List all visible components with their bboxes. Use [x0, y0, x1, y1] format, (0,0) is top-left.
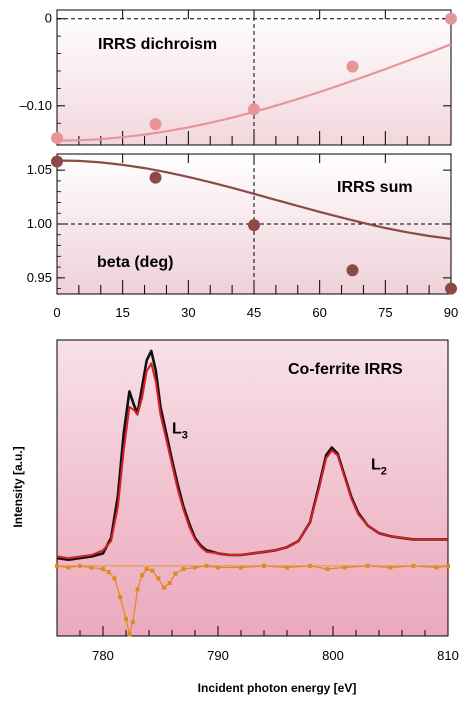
difference-point — [365, 563, 370, 568]
panel-middle-title: IRRS sum — [337, 179, 413, 196]
bottom-ylabel: Intensity [a.u.] — [11, 446, 25, 527]
middle-y-tick-label: 0.95 — [27, 270, 52, 285]
panel-bottom-title: Co-ferrite IRRS — [288, 361, 403, 378]
panel-top: 0 –0.10 IRRS dichroism — [19, 9, 457, 146]
bottom-x-tick-label: 780 — [92, 648, 114, 663]
middle-y-tick-label: 1.05 — [27, 162, 52, 177]
middle-data-point — [346, 264, 359, 277]
bottom-xlabel: Incident photon energy [eV] — [198, 681, 357, 695]
difference-point — [127, 632, 132, 637]
panel-bottom-frame — [56, 339, 449, 637]
top-data-point — [445, 12, 457, 25]
bottom-x-tick-label: 790 — [207, 648, 229, 663]
difference-point — [130, 619, 135, 624]
difference-point — [89, 565, 94, 570]
difference-point — [308, 563, 312, 568]
middle-x-tick-label: 30 — [181, 305, 195, 320]
middle-x-tick-label: 0 — [53, 305, 60, 320]
middle-x-tick-label: 45 — [247, 305, 261, 320]
difference-point — [118, 595, 123, 600]
top-y-tick-label: –0.10 — [19, 98, 52, 113]
panel-top-title: IRRS dichroism — [98, 36, 217, 53]
difference-point — [181, 567, 186, 572]
difference-point — [446, 563, 450, 568]
middle-x-tick-label: 90 — [444, 305, 458, 320]
difference-point — [434, 565, 439, 570]
middle-x-tick-label: 75 — [378, 305, 392, 320]
difference-point — [161, 585, 166, 590]
middle-data-point — [445, 282, 457, 295]
bottom-x-tick-label: 800 — [322, 648, 344, 663]
middle-y-tick-label: 1.00 — [27, 216, 52, 231]
difference-point — [55, 563, 59, 568]
difference-point — [216, 565, 220, 570]
middle-fit-curve — [56, 159, 452, 240]
middle-data-point — [51, 155, 63, 168]
difference-point — [78, 563, 82, 568]
peak-label-subscript: 3 — [182, 429, 188, 441]
middle-data-point — [248, 219, 260, 232]
top-data-point — [346, 60, 359, 73]
difference-point — [204, 563, 209, 568]
difference-point — [388, 565, 393, 570]
difference-point — [144, 567, 149, 572]
difference-point — [140, 573, 145, 578]
top-data-point — [248, 103, 260, 116]
top-y-tick-label: 0 — [45, 11, 52, 26]
panel-middle-xlabel: beta (deg) — [97, 254, 173, 271]
difference-point — [167, 581, 172, 586]
difference-point — [150, 568, 155, 573]
difference-point — [101, 567, 105, 572]
difference-point — [173, 571, 178, 576]
difference-point — [411, 563, 416, 568]
difference-point — [112, 576, 117, 581]
middle-x-tick-label: 15 — [115, 305, 129, 320]
difference-point — [193, 565, 197, 570]
difference-point — [124, 616, 128, 621]
difference-point — [342, 565, 347, 570]
difference-point — [66, 565, 71, 570]
top-data-point — [51, 132, 63, 145]
difference-point — [262, 563, 266, 568]
spectrum-red — [56, 362, 448, 560]
difference-point — [106, 570, 111, 575]
peak-label-subscript: 2 — [381, 465, 387, 477]
top-data-point — [149, 118, 162, 131]
middle-x-tick-label: 60 — [312, 305, 326, 320]
difference-point — [135, 587, 140, 592]
panel-middle: 1.05 1.00 0.95 0 15 30 45 60 75 90 IRRS sum beta … — [27, 153, 458, 320]
difference-point — [285, 565, 289, 570]
middle-data-point — [149, 171, 162, 184]
difference-point — [239, 565, 243, 570]
difference-point — [156, 576, 161, 581]
bottom-x-tick-label: 810 — [437, 648, 459, 663]
difference-line — [56, 565, 449, 635]
difference-point — [325, 567, 330, 572]
